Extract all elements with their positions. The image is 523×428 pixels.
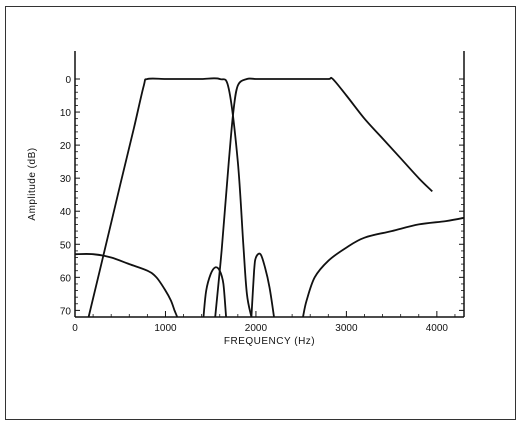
y-axis-label: Amplitude (dB) xyxy=(27,147,38,220)
x-tick-label: 2000 xyxy=(245,323,268,334)
y-tick-label: 70 xyxy=(60,306,72,317)
series-line-1 xyxy=(89,78,252,317)
x-tick-label: 1000 xyxy=(154,323,177,334)
series-line-5 xyxy=(251,254,274,317)
y-tick-label: 0 xyxy=(65,75,71,86)
figure-frame: 0 10 20 30 40 50 60 70 0 1000 2000 3000 4000 FREQUEN… xyxy=(5,6,516,420)
y-tick-label: 30 xyxy=(60,174,72,185)
x-tick-label: 4000 xyxy=(426,323,449,334)
y-tick-label: 10 xyxy=(60,108,72,119)
x-tick-label: 0 xyxy=(72,323,78,334)
y-tick-label: 50 xyxy=(60,240,72,251)
axes xyxy=(75,51,464,317)
series-line-4 xyxy=(204,267,227,317)
series-line-2 xyxy=(215,78,432,317)
y-tick-label: 60 xyxy=(60,273,72,284)
x-axis-label: FREQUENCY (Hz) xyxy=(224,336,315,347)
x-tick-label: 3000 xyxy=(335,323,358,334)
y-tick-label: 40 xyxy=(60,207,72,218)
series-layer xyxy=(75,78,464,317)
y-tick-label: 20 xyxy=(60,141,72,152)
series-line-6 xyxy=(303,218,464,317)
